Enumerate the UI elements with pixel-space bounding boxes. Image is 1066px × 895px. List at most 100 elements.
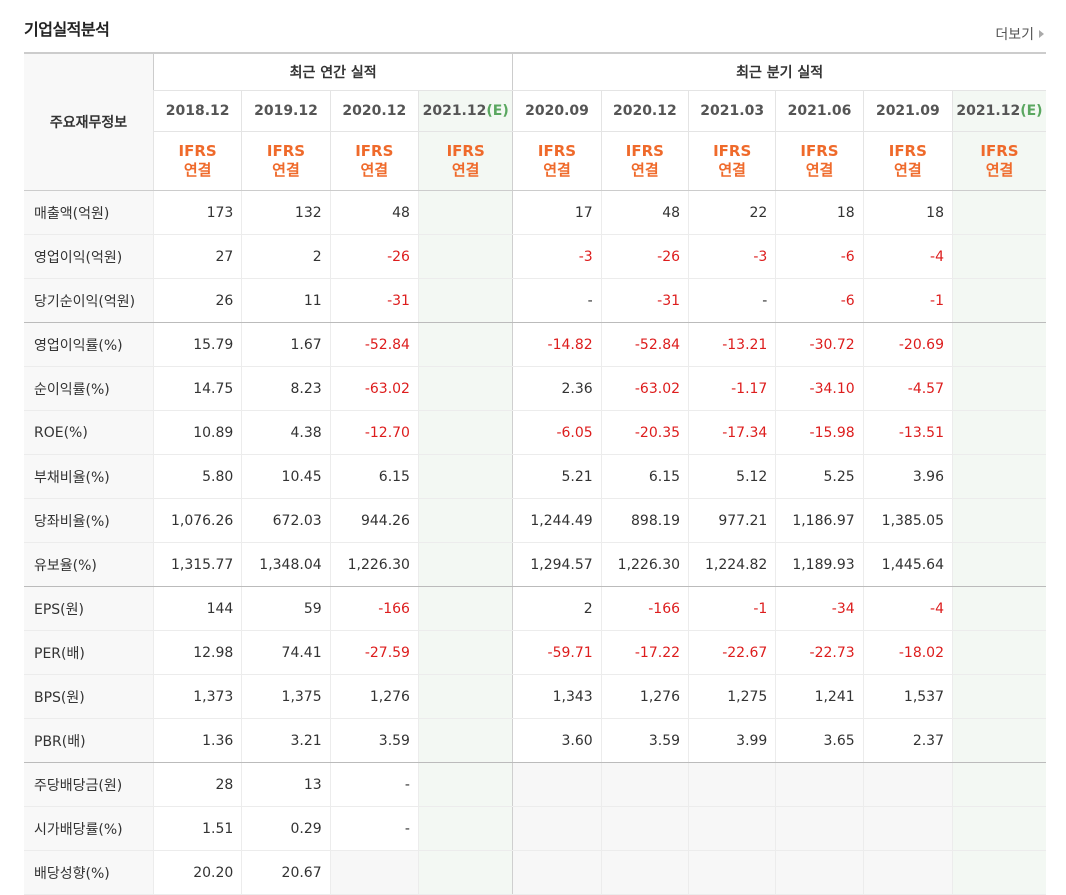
table-cell: 2.37	[862, 718, 953, 763]
table-cell: 173	[152, 190, 242, 235]
period-date: 2021.09	[875, 103, 940, 119]
ifrs-badge: IFRS 연결	[775, 131, 864, 191]
table-cell: 1,385.05	[862, 498, 953, 543]
table-cell	[952, 674, 1046, 719]
table-cell: 22	[688, 190, 776, 235]
ifrs-badge: IFRS 연결	[417, 131, 513, 191]
table-cell	[417, 630, 513, 675]
ifrs-badge: IFRS 연결	[688, 131, 776, 191]
row-label: ROE(%)	[24, 410, 154, 455]
ifrs-label: IFRS	[178, 142, 217, 160]
table-cell: -1	[688, 586, 776, 631]
table-cell: 3.59	[329, 718, 419, 763]
table-cell: 10.45	[241, 454, 331, 499]
period-date: 2020.09	[525, 103, 589, 119]
table-row: PER(배) 12.98 74.41 -27.59 -59.71 -17.22 -22.67…	[24, 630, 1046, 675]
table-cell: 1.67	[241, 322, 331, 367]
table-cell	[952, 806, 1046, 851]
table-cell: -13.21	[688, 322, 776, 367]
table-cell	[688, 762, 776, 807]
financial-summary-table: 주요재무정보 최근 연간 실적 최근 분기 실적 2018.12 2019.12 2…	[24, 52, 1046, 895]
table-cell: 1,276	[600, 674, 689, 719]
table-cell: 15.79	[152, 322, 242, 367]
table-cell: 1,373	[152, 674, 242, 719]
period-header: 2020.09	[512, 90, 602, 132]
table-row: 당좌비율(%) 1,076.26 672.03 944.26 1,244.49 898.1…	[24, 498, 1046, 543]
more-link[interactable]: 더보기	[995, 24, 1044, 44]
table-cell	[417, 454, 513, 499]
row-label: 순이익률(%)	[24, 366, 154, 411]
table-cell: 132	[241, 190, 331, 235]
table-cell: -4	[862, 586, 953, 631]
consolidated-label: 연결	[360, 161, 389, 179]
table-cell: -20.69	[862, 322, 953, 367]
table-cell	[952, 586, 1046, 631]
period-header: 2021.12(E)	[417, 90, 513, 132]
consolidated-label: 연결	[272, 161, 300, 179]
table-cell: -52.84	[600, 322, 689, 367]
row-label: PER(배)	[24, 630, 154, 675]
table-cell: 17	[512, 190, 602, 235]
row-label: 당기순이익(억원)	[24, 278, 154, 323]
ifrs-label: IFRS	[980, 142, 1019, 160]
ifrs-badge: IFRS 연결	[600, 131, 689, 191]
table-cell: 1,186.97	[775, 498, 864, 543]
table-cell	[600, 806, 689, 851]
table-cell: 3.99	[688, 718, 776, 763]
table-row: 당기순이익(억원) 26 11 -31- -31- -6 -1	[24, 278, 1046, 323]
table-cell: -	[329, 806, 419, 851]
table-cell: 1,375	[241, 674, 331, 719]
ifrs-label: IFRS	[800, 142, 839, 160]
period-header: 2021.09	[862, 90, 953, 132]
table-cell: -12.70	[329, 410, 419, 455]
chevron-right-icon	[1039, 30, 1044, 38]
table-cell	[952, 322, 1046, 367]
table-cell	[688, 806, 776, 851]
table-cell: -63.02	[600, 366, 689, 411]
table-cell: 1,294.57	[512, 542, 602, 587]
table-cell: -63.02	[329, 366, 419, 411]
ifrs-badge: IFRS 연결	[862, 131, 953, 191]
table-cell	[952, 278, 1046, 323]
table-cell: 48	[600, 190, 689, 235]
table-cell: 2	[512, 586, 602, 631]
table-cell	[862, 762, 953, 807]
table-cell: -3	[688, 234, 776, 279]
table-cell	[512, 806, 602, 851]
table-cell	[600, 762, 689, 807]
table-cell: -22.67	[688, 630, 776, 675]
table-cell: -	[688, 278, 776, 323]
table-cell: -15.98	[775, 410, 864, 455]
table-cell	[417, 322, 513, 367]
table-cell	[952, 542, 1046, 587]
table-cell: 3.59	[600, 718, 689, 763]
table-cell	[952, 454, 1046, 499]
consolidated-label: 연결	[985, 161, 1014, 179]
table-cell	[512, 850, 602, 895]
table-cell: 11	[241, 278, 331, 323]
row-label: PBR(배)	[24, 718, 154, 763]
table-cell: -52.84	[329, 322, 419, 367]
ifrs-label: IFRS	[266, 142, 306, 160]
table-cell	[952, 718, 1046, 763]
estimate-mark: (E)	[1020, 103, 1043, 119]
table-row: PBR(배) 1.36 3.21 3.59 3.60 3.59 3.99 3.65 2.37	[24, 718, 1046, 763]
table-cell: 74.41	[241, 630, 331, 675]
table-row: 영업이익(억원) 27 2 -26 -3 -26 -3 -6 -4	[24, 234, 1046, 279]
table-cell	[512, 762, 602, 807]
table-cell: -27.59	[329, 630, 419, 675]
table-cell: 1,445.64	[862, 542, 953, 587]
ifrs-label: IFRS	[537, 142, 577, 160]
table-cell	[952, 234, 1046, 279]
table-cell: 1,348.04	[241, 542, 331, 587]
period-header: 2021.06	[775, 90, 864, 132]
table-cell: 1,076.26	[152, 498, 242, 543]
table-cell	[417, 190, 513, 235]
table-row: 시가배당률(%) 1.51 0.29-	[24, 806, 1046, 851]
table-cell: 3.96	[862, 454, 953, 499]
row-label: 영업이익률(%)	[24, 322, 154, 367]
table-cell	[952, 630, 1046, 675]
ifrs-badge: IFRS 연결	[512, 131, 602, 191]
table-cell: -31	[329, 278, 419, 323]
consolidated-label: 연결	[718, 161, 746, 179]
